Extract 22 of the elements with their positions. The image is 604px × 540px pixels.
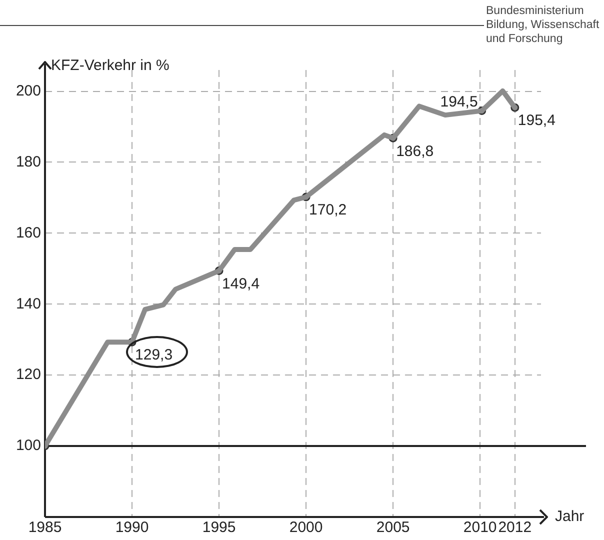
y-tick-label: 200 [16,82,41,100]
y-tick-label: 140 [16,295,41,312]
x-tick-label: 2012 [498,519,532,536]
x-tick-label: 2000 [289,519,323,536]
text: Bundesministerium Bildung, Wissenschaft und Forschung [486,4,600,46]
x-axis-title: Jahr [555,508,584,526]
x-tick-label: 1985 [28,519,62,536]
y-tick-label: 100 [16,437,41,454]
y-tick-label: 180 [16,153,41,170]
data-label: 186,8 [396,142,434,160]
x-tick-label: 1995 [202,519,236,536]
data-label: 129,3 [135,346,173,364]
x-tick-label: 1990 [115,519,149,536]
x-tick-label: 2010 [463,519,497,536]
data-label: 170,2 [309,202,347,219]
y-tick-label: 120 [16,366,41,384]
data-label: 194,5 [440,93,478,110]
y-axis-title: KFZ-Verkehr in % [51,57,170,74]
data-label: 195,4 [518,112,556,130]
x-tick-label: 2005 [376,519,410,536]
data-label: 149,4 [222,275,260,292]
y-tick-label: 160 [16,224,41,242]
